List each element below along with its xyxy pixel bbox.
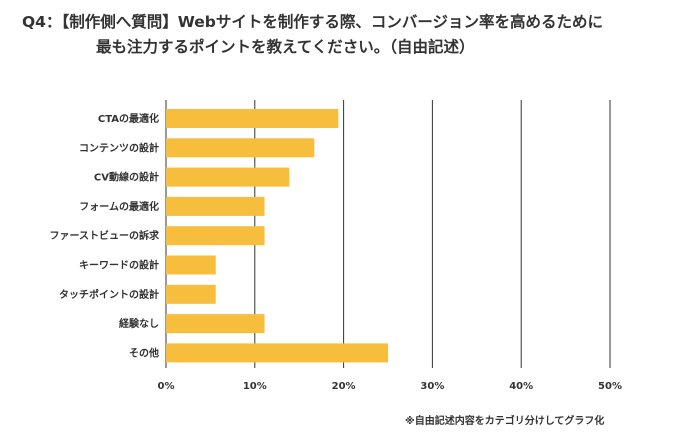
category-label: ファーストビューの訴求 <box>50 229 160 242</box>
category-label: 経験なし <box>119 317 159 330</box>
footnote: ※自由記述内容をカテゴリ分けしてグラフ化 <box>405 416 605 427</box>
category-label: CV動線の設計 <box>94 171 159 184</box>
bar <box>166 138 315 158</box>
x-tick-label: 20% <box>332 381 356 392</box>
x-tick-label: 50% <box>598 381 622 392</box>
x-tick-label: 0% <box>158 381 175 392</box>
x-tick-label: 40% <box>509 381 533 392</box>
chart-title: Q4：【制作側へ質問】Webサイトを制作する際、コンバージョン率を高めるために … <box>22 10 672 60</box>
chart-title-line1: Q4：【制作側へ質問】Webサイトを制作する際、コンバージョン率を高めるために <box>22 13 604 31</box>
chart-title-line2: 最も注力するポイントを教えてください。（自由記述） <box>96 38 475 56</box>
bar <box>166 109 339 128</box>
bar <box>166 226 265 246</box>
bar-layer <box>166 109 388 363</box>
x-tick-label: 30% <box>420 381 444 392</box>
bar <box>166 167 290 187</box>
bar <box>166 284 216 304</box>
bar <box>166 255 216 275</box>
category-label: CTAの最適化 <box>98 112 159 125</box>
bar <box>166 343 388 363</box>
category-label: その他 <box>129 346 159 359</box>
bar <box>166 314 265 334</box>
category-label: タッチポイントの設計 <box>59 288 159 301</box>
category-label: キーワードの設計 <box>79 259 159 272</box>
bar <box>166 196 265 216</box>
category-label: コンテンツの設計 <box>79 141 159 154</box>
x-tick-label: 10% <box>243 381 267 392</box>
category-label: フォームの最適化 <box>79 200 159 213</box>
